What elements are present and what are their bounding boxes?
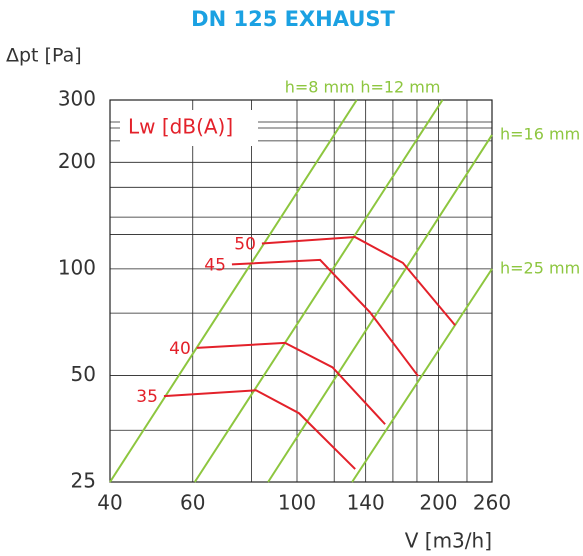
series-label: 50 (234, 234, 256, 254)
series-line (193, 99, 444, 483)
x-tick-label: 200 (419, 491, 457, 515)
series-line (231, 258, 419, 377)
x-tick-label: 40 (97, 491, 122, 515)
legend-box (120, 110, 258, 146)
x-axis-label: V [m3/h] (405, 529, 492, 553)
series-line (163, 389, 356, 470)
series-label: h=12 mm (360, 78, 440, 97)
series-line (196, 341, 386, 425)
y-tick-label: 25 (71, 469, 96, 493)
x-tick-label: 60 (180, 491, 205, 515)
plot-frame (109, 99, 493, 483)
grid (109, 99, 493, 483)
series-label: h=25 mm (500, 258, 580, 277)
series-line (109, 99, 358, 483)
y-tick-label: 200 (58, 149, 96, 173)
y-tick-label: 100 (58, 255, 96, 279)
x-tick-label: 100 (278, 491, 316, 515)
series-label: 35 (136, 387, 158, 407)
x-tick-label: 260 (473, 491, 511, 515)
y-axis-label: Δpt [Pa] (6, 45, 82, 67)
legend-title: Lw [dB(A)] (128, 115, 233, 139)
series-label: h=8 mm (285, 78, 355, 97)
series-label: h=16 mm (500, 124, 580, 143)
series-line (261, 236, 456, 326)
series-line (351, 268, 493, 483)
chart-title: DN 125 EXHAUST (191, 7, 395, 31)
series-line (267, 134, 493, 483)
series-label: 40 (169, 339, 191, 359)
y-tick-label: 50 (71, 362, 96, 386)
series-label: 45 (204, 255, 226, 275)
y-tick-label: 300 (58, 87, 96, 111)
x-tick-label: 140 (347, 491, 385, 515)
